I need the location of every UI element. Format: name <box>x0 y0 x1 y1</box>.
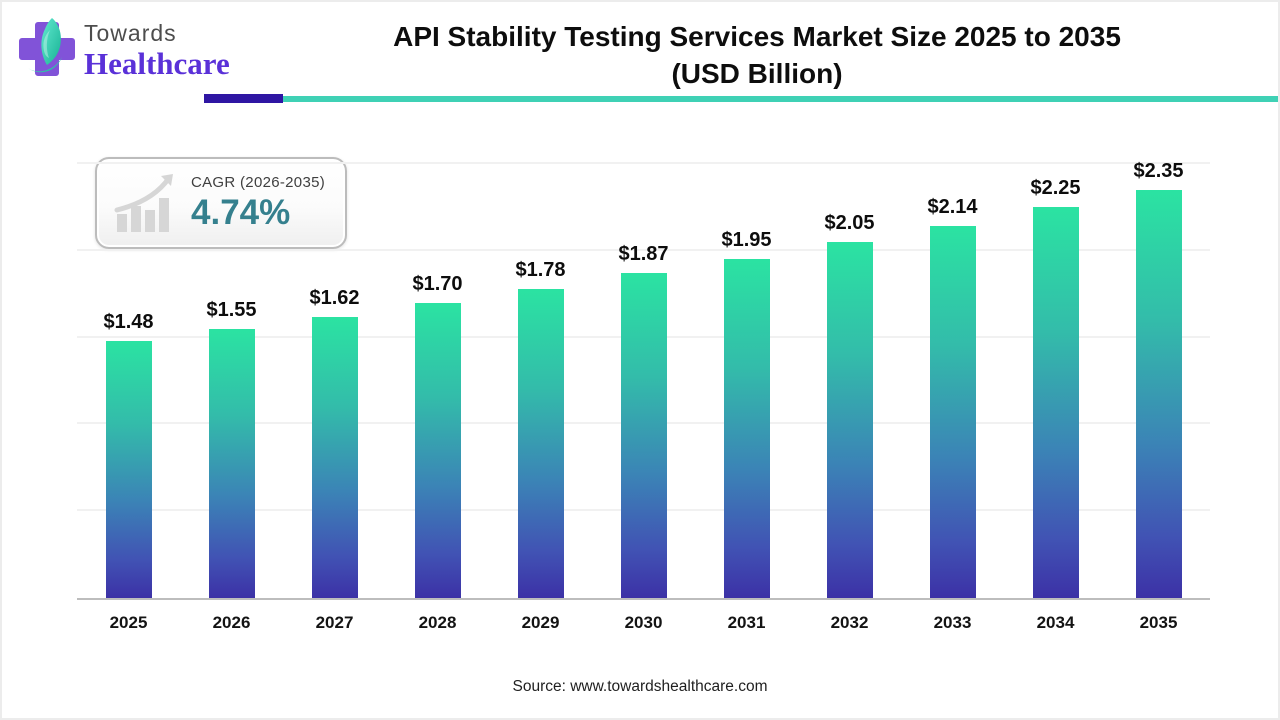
bar-column: $1.48 2025 <box>77 132 180 632</box>
bar-column: $2.25 2034 <box>1004 132 1107 632</box>
bar <box>826 242 873 598</box>
bar <box>517 289 564 598</box>
x-axis-label: 2030 <box>624 613 663 632</box>
bar-column: $1.62 2027 <box>283 132 386 632</box>
bar <box>1032 207 1079 598</box>
x-axis-label: 2028 <box>418 613 457 632</box>
logo-text-towards: Towards <box>84 20 177 46</box>
bar <box>620 273 667 598</box>
bar-value-label: $1.55 <box>206 299 257 321</box>
cagr-text: CAGR (2026-2035) 4.74% <box>191 174 325 233</box>
cagr-value: 4.74% <box>191 192 291 232</box>
gridline <box>77 162 1210 164</box>
x-axis-label: 2034 <box>1036 613 1075 632</box>
x-axis-label: 2027 <box>315 613 354 632</box>
bar-value-label: $2.25 <box>1030 177 1081 199</box>
bar-value-label: $2.35 <box>1133 160 1184 182</box>
x-axis-line <box>77 598 1210 600</box>
bar-value-label: $1.70 <box>412 273 463 295</box>
logo-cross-leaf-icon <box>19 18 75 76</box>
logo-text: Towards Healthcare <box>84 20 230 81</box>
bar <box>1135 190 1182 598</box>
x-axis-label: 2032 <box>830 613 869 632</box>
x-axis-label: 2035 <box>1139 613 1178 632</box>
source-attribution: Source: www.towardshealthcare.com <box>512 678 768 695</box>
bar-value-label: $1.62 <box>309 287 360 309</box>
bar <box>208 329 255 598</box>
bar-column: $1.78 2029 <box>489 132 592 632</box>
logo-text-healthcare: Healthcare <box>84 46 230 81</box>
bar-value-label: $1.48 <box>103 311 154 333</box>
x-axis-label: 2025 <box>109 613 148 632</box>
page-title: API Stability Testing Services Market Si… <box>252 18 1262 92</box>
bar-column: $2.05 2032 <box>798 132 901 632</box>
bar-chart: $1.48 2025 $1.55 2026 $1.62 2027 $1.70 2028 $1.7… <box>77 132 1210 632</box>
bar <box>414 303 461 598</box>
bar <box>311 317 358 598</box>
cagr-label: CAGR (2026-2035) <box>191 173 326 191</box>
x-axis-label: 2031 <box>727 613 766 632</box>
bar <box>723 259 770 598</box>
growth-chart-icon <box>114 174 173 232</box>
bar-column: $2.35 2035 <box>1107 132 1210 632</box>
bar-value-label: $2.05 <box>824 212 875 234</box>
bar-column: $2.14 2033 <box>901 132 1004 632</box>
bar-value-label: $1.95 <box>721 229 772 251</box>
x-axis-label: 2033 <box>933 613 972 632</box>
bar-columns: $1.48 2025 $1.55 2026 $1.62 2027 $1.70 2028 $1.7… <box>77 132 1210 632</box>
header-rule-purple <box>204 94 283 103</box>
x-axis-label: 2026 <box>212 613 251 632</box>
x-axis-label: 2029 <box>521 613 560 632</box>
bar-column: $1.95 2031 <box>695 132 798 632</box>
bar-value-label: $1.78 <box>515 259 566 281</box>
header-rule-teal <box>283 96 1278 102</box>
page-title-line1: API Stability Testing Services Market Si… <box>393 21 1121 52</box>
logo: Towards Healthcare <box>16 16 230 84</box>
gridline <box>77 249 1210 251</box>
bar <box>105 341 152 598</box>
bar-column: $1.87 2030 <box>592 132 695 632</box>
bar-value-label: $2.14 <box>927 196 978 218</box>
bar <box>929 226 976 598</box>
page-title-line2: (USD Billion) <box>671 58 843 89</box>
bar-column: $1.70 2028 <box>386 132 489 632</box>
cagr-badge: CAGR (2026-2035) 4.74% <box>95 157 347 249</box>
bar-column: $1.55 2026 <box>180 132 283 632</box>
bar-value-label: $1.87 <box>618 243 669 265</box>
